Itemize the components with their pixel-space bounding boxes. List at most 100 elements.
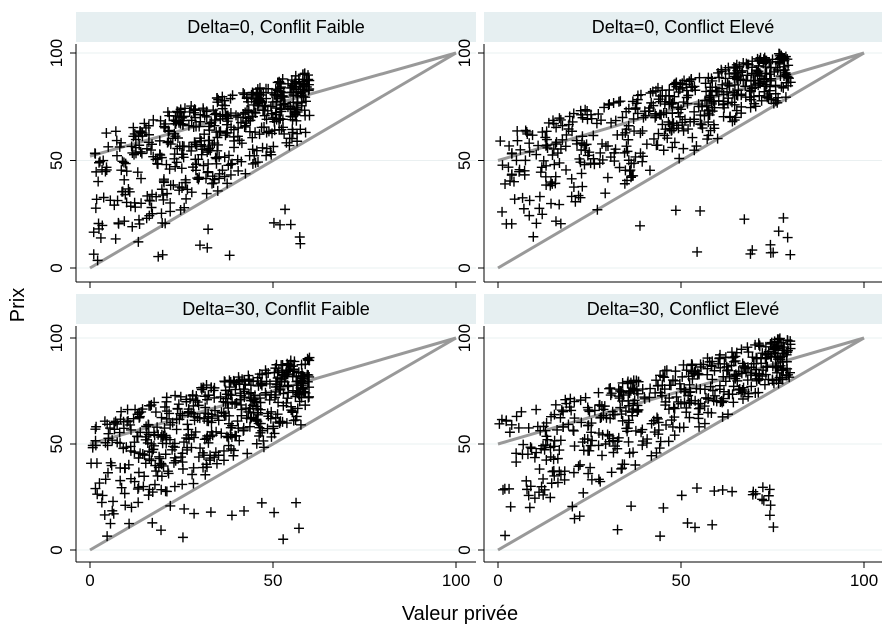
- scatter-point: [196, 384, 207, 395]
- scatter-point: [207, 171, 218, 182]
- scatter-point: [193, 154, 204, 165]
- scatter-point: [555, 114, 566, 125]
- scatter-point: [717, 411, 728, 422]
- scatter-point: [287, 80, 298, 91]
- scatter-point: [728, 397, 739, 408]
- reference-line: [89, 51, 457, 270]
- panel-title: Delta=30, Conflit Faible: [182, 299, 370, 319]
- scatter-point: [143, 129, 154, 140]
- scatter-point: [632, 108, 643, 119]
- scatter-point: [251, 145, 262, 156]
- scatter-point: [146, 202, 157, 213]
- scatter-point: [781, 370, 792, 381]
- scatter-point: [183, 424, 194, 435]
- scatter-point: [529, 452, 540, 463]
- scatter-point: [534, 203, 545, 214]
- scatter-point: [194, 121, 205, 132]
- scatter-point: [760, 81, 771, 92]
- scatter-point: [282, 369, 293, 380]
- scatter-point: [555, 435, 566, 446]
- scatter-point: [90, 483, 101, 494]
- scatter-point: [162, 107, 173, 118]
- scatter-point: [623, 120, 634, 131]
- scatter-point: [659, 372, 670, 383]
- scatter-point: [120, 500, 131, 511]
- scatter-point: [713, 358, 724, 369]
- scatter-point: [205, 118, 216, 129]
- scatter-point: [768, 344, 779, 355]
- scatter-point: [751, 370, 762, 381]
- scatter-point: [154, 149, 165, 160]
- scatter-point: [156, 471, 167, 482]
- scatter-point: [292, 403, 303, 414]
- scatter-point: [629, 126, 640, 137]
- scatter-point: [731, 371, 742, 382]
- x-axis-title: Valeur privée: [402, 603, 518, 625]
- scatter-point: [673, 123, 684, 134]
- panel-title: Delta=30, Conflict Elevé: [587, 299, 780, 319]
- scatter-point: [291, 102, 302, 113]
- scatter-point: [651, 110, 662, 121]
- scatter-point: [247, 400, 258, 411]
- scatter-point: [158, 460, 169, 471]
- scatter-point: [715, 397, 726, 408]
- scatter-point: [606, 117, 617, 128]
- scatter-point: [121, 442, 132, 453]
- scatter-point: [658, 502, 669, 513]
- scatter-point: [780, 51, 791, 62]
- scatter-point: [549, 159, 560, 170]
- scatter-point: [192, 397, 203, 408]
- scatter-point: [628, 170, 639, 181]
- scatter-point: [742, 59, 753, 70]
- scatter-point: [517, 192, 528, 203]
- scatter-point: [146, 455, 157, 466]
- scatter-point: [234, 379, 245, 390]
- scatter-point: [588, 130, 599, 141]
- scatter-point: [247, 144, 258, 155]
- scatter-point: [165, 197, 176, 208]
- scatter-point: [653, 425, 664, 436]
- scatter-point: [156, 412, 167, 423]
- scatter-point: [498, 484, 509, 495]
- scatter-point: [610, 441, 621, 452]
- scatter-point: [86, 458, 97, 469]
- scatter-point: [278, 534, 289, 545]
- scatter-point: [772, 97, 783, 108]
- scatter-point: [110, 416, 121, 427]
- scatter-point: [561, 164, 572, 175]
- scatter-point: [247, 132, 258, 143]
- scatter-point: [542, 434, 553, 445]
- scatter-point: [695, 205, 706, 216]
- scatter-point: [194, 240, 205, 251]
- scatter-point: [240, 168, 251, 179]
- scatter-point: [495, 136, 506, 147]
- scatter-point: [143, 419, 154, 430]
- scatter-point: [93, 176, 104, 187]
- scatter-point: [605, 382, 616, 393]
- scatter-point: [674, 153, 685, 164]
- scatter-point: [675, 111, 686, 122]
- scatter-point: [655, 96, 666, 107]
- scatter-point: [706, 73, 717, 84]
- scatter-point: [554, 199, 565, 210]
- scatter-point: [681, 365, 692, 376]
- scatter-point: [217, 91, 228, 102]
- scatter-point: [658, 145, 669, 156]
- scatter-point: [300, 96, 311, 107]
- scatter-point: [687, 373, 698, 384]
- scatter-point: [248, 99, 259, 110]
- scatter-point: [114, 141, 125, 152]
- scatter-point: [641, 139, 652, 150]
- scatter-point: [761, 79, 772, 90]
- scatter-point: [158, 430, 169, 441]
- scatter-point: [610, 115, 621, 126]
- scatter-point: [91, 166, 102, 177]
- scatter-point: [187, 389, 198, 400]
- scatter-point: [203, 158, 214, 169]
- scatter-point: [115, 438, 126, 449]
- scatter-point: [504, 483, 515, 494]
- scatter-point: [557, 120, 568, 131]
- scatter-point: [115, 414, 126, 425]
- scatter-point: [179, 202, 190, 213]
- scatter-point: [512, 125, 523, 136]
